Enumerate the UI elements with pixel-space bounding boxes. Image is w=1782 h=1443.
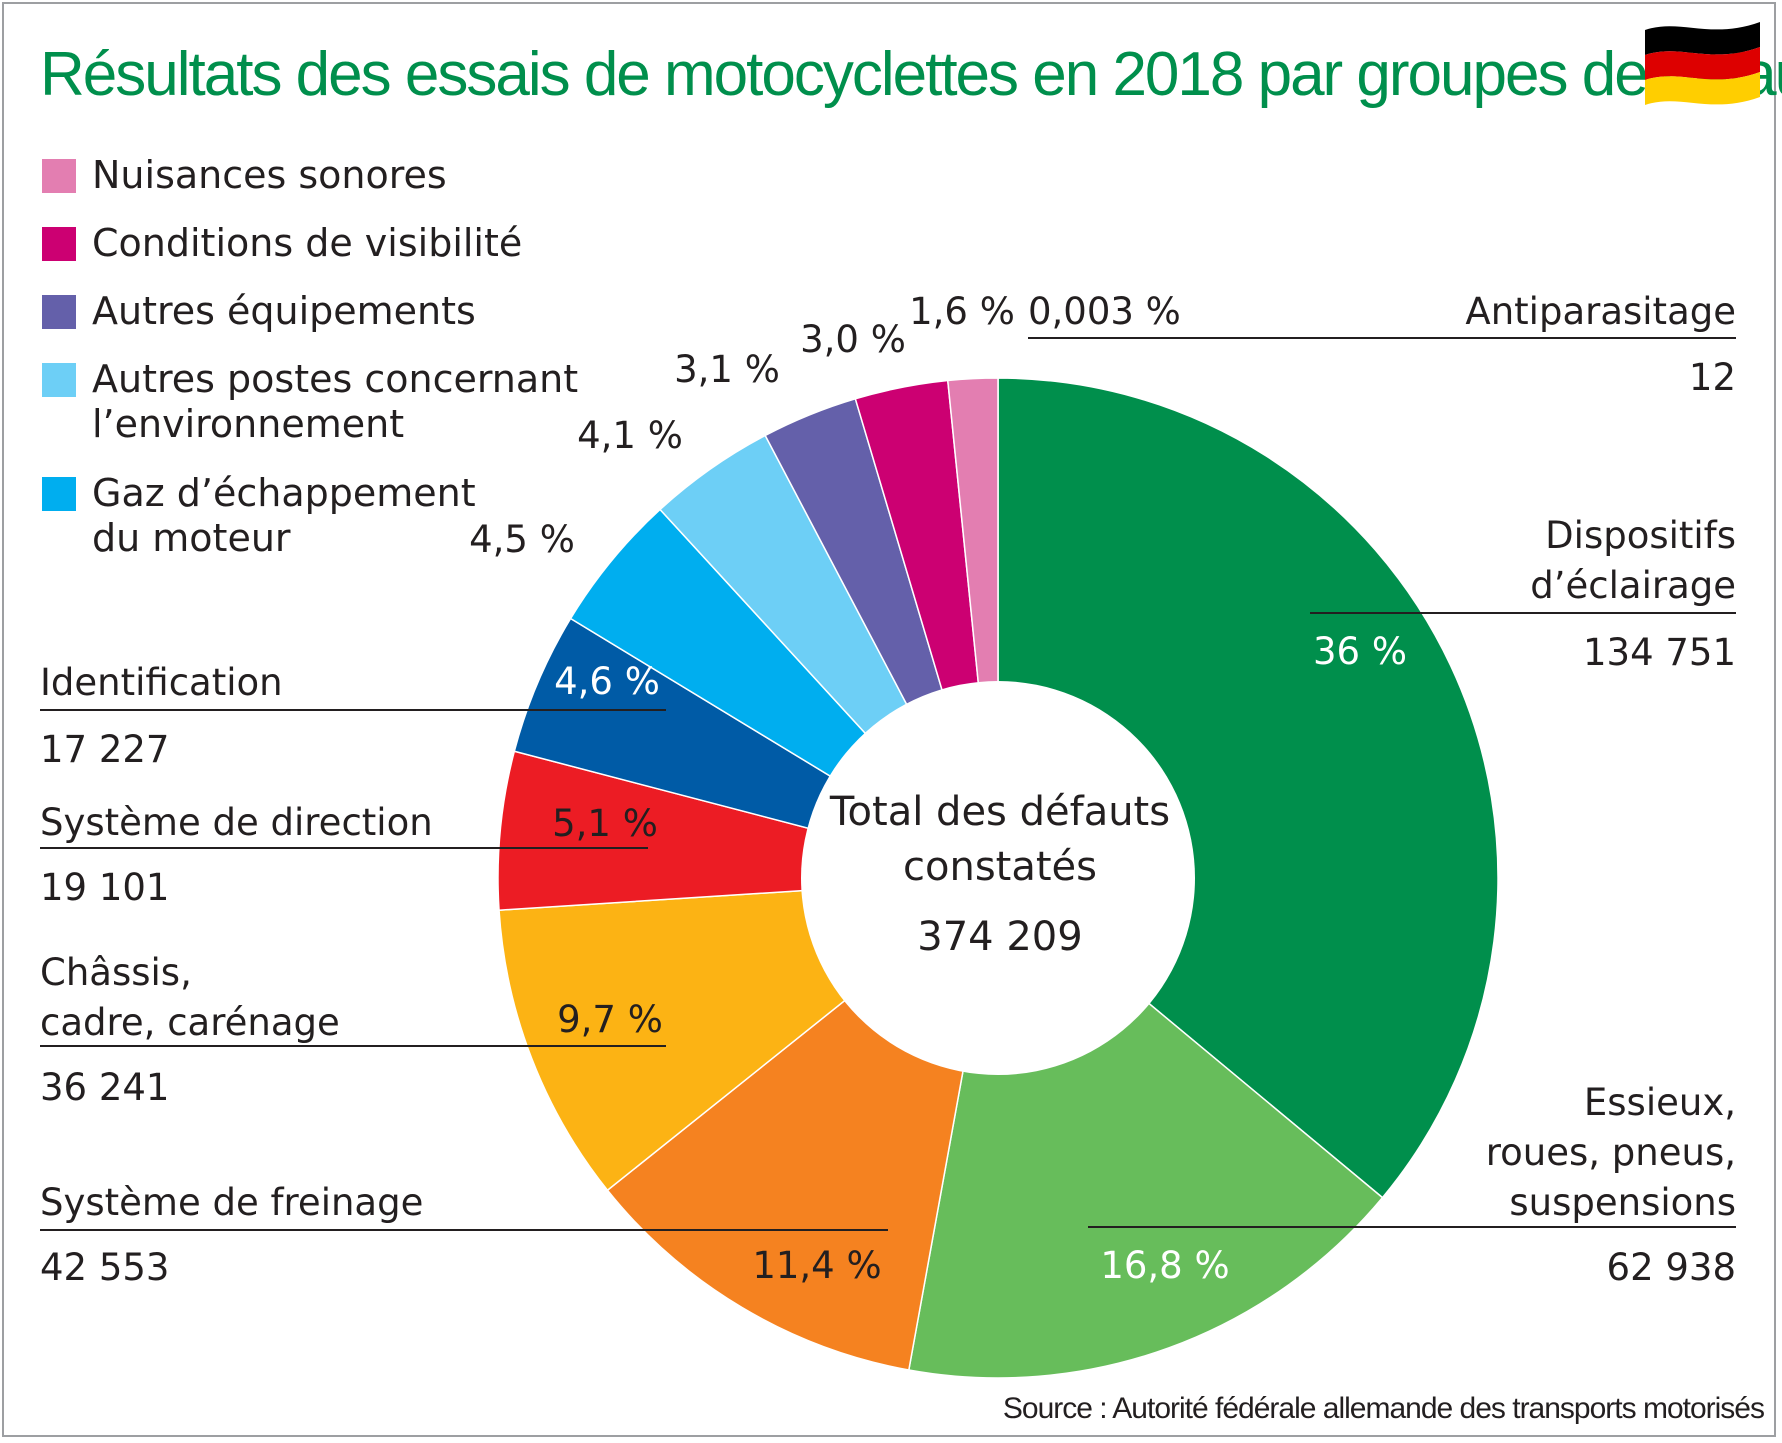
count-direction: 19 101 xyxy=(40,866,169,909)
legend-label-sonores: Nuisances sonores xyxy=(92,153,447,197)
count-freinage: 42 553 xyxy=(40,1246,169,1289)
legend-swatch-environnement xyxy=(42,363,76,397)
donut-hole xyxy=(801,681,1195,1075)
pct-label-identification: 4,6 % xyxy=(554,660,660,703)
legend-label-visibilite: Conditions de visibilité xyxy=(92,221,522,265)
pct-label-environnement: 4,1 % xyxy=(577,414,683,457)
percent-labels: 36 % 16,8 % 11,4 % 9,7 % 5,1 % 4,6 % 4,5 % 4,1 … xyxy=(469,290,1407,1287)
count-chassis: 36 241 xyxy=(40,1066,169,1109)
pct-label-chassis: 9,7 % xyxy=(557,998,663,1041)
legend-swatch-equipements xyxy=(42,295,76,329)
label-chassis: Châssis, xyxy=(40,951,192,994)
legend: Nuisances sonores Conditions de visibilit… xyxy=(42,153,578,560)
legend-label-equipements: Autres équipements xyxy=(92,289,476,333)
center-total: 374 209 xyxy=(917,914,1082,960)
pct-label-sonores: 1,6 % xyxy=(909,290,1015,333)
label-eclairage: Dispositifs xyxy=(1545,514,1736,557)
pct-label-gaz: 4,5 % xyxy=(469,518,575,561)
label-essieux: suspensions xyxy=(1509,1181,1736,1224)
legend-label-environnement: Autres postes concernant xyxy=(92,357,578,401)
label-essieux: roues, pneus, xyxy=(1486,1131,1736,1174)
pct-label-antiparasitage: 0,003 % xyxy=(1028,290,1181,333)
pct-label-equipements: 3,1 % xyxy=(674,348,780,391)
label-direction: Système de direction xyxy=(40,801,433,844)
count-identification: 17 227 xyxy=(40,728,169,771)
legend-swatch-visibilite xyxy=(42,227,76,261)
legend-swatch-gaz xyxy=(42,477,76,511)
source-note: Source : Autorité fédérale allemande des… xyxy=(1003,1392,1764,1425)
legend-swatch-sonores xyxy=(42,159,76,193)
label-essieux: Essieux, xyxy=(1584,1081,1736,1124)
count-essieux: 62 938 xyxy=(1607,1246,1736,1289)
legend-label-gaz: du moteur xyxy=(92,516,291,560)
pct-label-essieux: 16,8 % xyxy=(1100,1244,1229,1287)
label-eclairage: d’éclairage xyxy=(1530,564,1736,607)
callouts: Antiparasitage 12 Dispositifs d’éclairage 13… xyxy=(40,290,1736,1289)
legend-label-gaz: Gaz d’échappement xyxy=(92,471,476,515)
center-line2: constatés xyxy=(903,844,1097,890)
label-freinage: Système de freinage xyxy=(40,1181,423,1224)
chart-title: Résultats des essais de motocyclettes en… xyxy=(40,40,1782,109)
pct-label-freinage: 11,4 % xyxy=(752,1244,881,1287)
legend-label-environnement: l’environnement xyxy=(92,402,404,446)
germany-flag-icon xyxy=(1645,22,1760,105)
count-antiparasitage: 12 xyxy=(1689,356,1736,399)
pct-label-direction: 5,1 % xyxy=(552,802,658,845)
slice-eclairage xyxy=(997,377,1499,1199)
label-antiparasitage: Antiparasitage xyxy=(1465,290,1736,333)
label-chassis: cadre, carénage xyxy=(40,1001,340,1044)
center-label: Total des défauts constatés 374 209 xyxy=(829,789,1170,960)
count-eclairage: 134 751 xyxy=(1583,631,1736,674)
pct-label-visibilite: 3,0 % xyxy=(800,318,906,361)
pct-label-eclairage: 36 % xyxy=(1313,630,1407,673)
label-identification: Identification xyxy=(40,661,283,704)
center-line1: Total des défauts xyxy=(829,789,1170,835)
